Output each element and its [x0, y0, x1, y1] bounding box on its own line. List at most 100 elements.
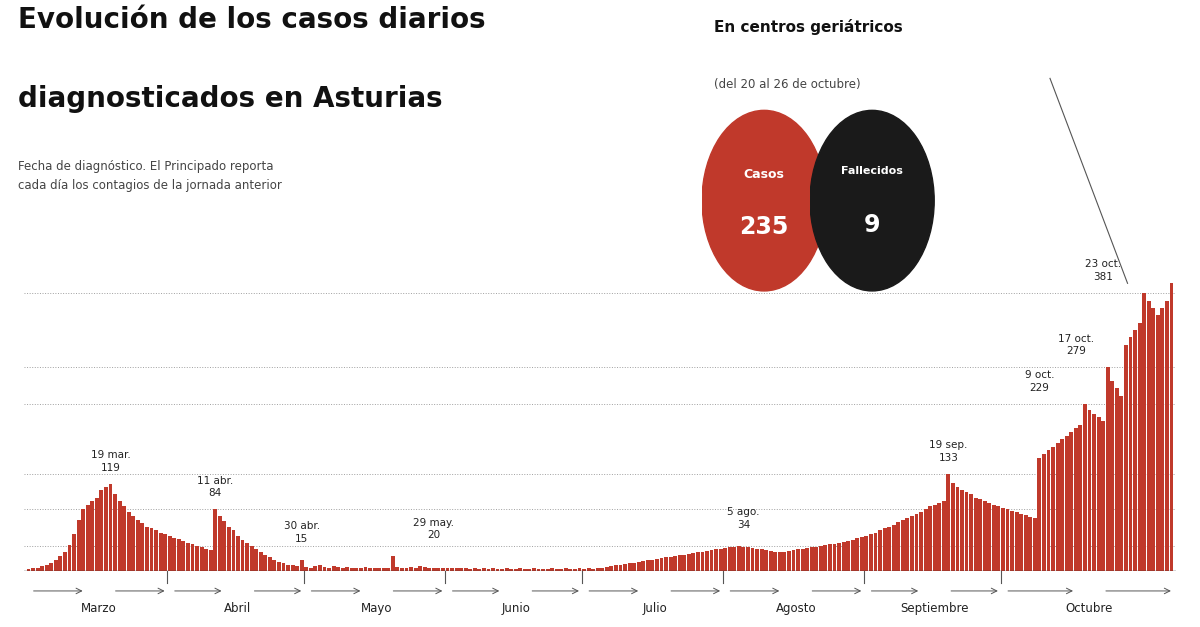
Bar — [1097, 418, 1100, 571]
Text: 5 ago.
34: 5 ago. 34 — [727, 507, 760, 530]
Bar — [496, 569, 499, 571]
Text: Evolución de los casos diarios: Evolución de los casos diarios — [18, 6, 486, 34]
Bar — [455, 569, 458, 571]
Bar — [44, 565, 49, 571]
Bar — [460, 567, 463, 571]
Bar — [419, 566, 422, 571]
Bar — [473, 569, 476, 571]
Circle shape — [702, 110, 827, 291]
Bar — [1124, 345, 1128, 571]
Bar — [536, 569, 540, 571]
Bar — [1061, 440, 1064, 571]
Bar — [818, 545, 823, 571]
Bar — [751, 548, 755, 571]
Bar — [709, 550, 714, 571]
Bar — [1102, 421, 1105, 571]
Bar — [714, 549, 718, 571]
Bar — [600, 567, 605, 571]
Bar — [1142, 293, 1146, 571]
Bar — [605, 567, 608, 571]
Bar — [127, 512, 131, 571]
Bar — [856, 539, 859, 571]
Bar — [910, 516, 914, 571]
Bar — [1147, 301, 1151, 571]
Bar — [90, 502, 95, 571]
Bar — [214, 509, 217, 571]
Bar — [528, 569, 532, 571]
Bar — [1115, 388, 1118, 571]
Bar — [782, 552, 786, 571]
Bar — [673, 556, 677, 571]
Bar — [250, 545, 253, 571]
Bar — [386, 569, 390, 571]
Bar — [1092, 414, 1096, 571]
Bar — [864, 535, 869, 571]
Bar — [1165, 301, 1169, 571]
Bar — [64, 552, 67, 571]
Bar — [354, 569, 359, 571]
Bar — [554, 569, 559, 571]
Bar — [368, 569, 372, 571]
Bar — [732, 547, 737, 571]
Bar — [486, 569, 491, 571]
Bar — [131, 516, 136, 571]
Bar — [145, 527, 149, 571]
Bar — [400, 567, 404, 571]
Bar — [204, 549, 208, 571]
Bar — [336, 567, 340, 571]
Bar — [541, 569, 545, 571]
Bar — [892, 525, 895, 571]
Text: En centros geriátricos: En centros geriátricos — [714, 19, 902, 35]
Bar — [686, 554, 691, 571]
Text: Abril: Abril — [224, 602, 252, 615]
Bar — [359, 567, 362, 571]
Bar — [787, 551, 791, 571]
Bar — [769, 551, 773, 571]
Bar — [445, 569, 449, 571]
Bar — [259, 552, 263, 571]
Bar — [660, 558, 664, 571]
Text: 9: 9 — [864, 213, 881, 237]
Bar — [77, 520, 80, 571]
Bar — [245, 543, 250, 571]
Bar — [463, 569, 468, 571]
Bar — [532, 569, 536, 571]
Bar — [491, 569, 494, 571]
Bar — [1042, 454, 1046, 571]
Bar — [209, 550, 212, 571]
Text: 19 mar.
119: 19 mar. 119 — [91, 450, 131, 473]
Bar — [960, 490, 964, 571]
Bar — [577, 569, 582, 571]
Bar — [295, 566, 299, 571]
Bar — [254, 549, 258, 571]
Bar — [1105, 367, 1110, 571]
Bar — [569, 569, 572, 571]
Text: 28 oct.: 28 oct. — [1098, 28, 1152, 42]
Bar — [614, 566, 618, 571]
Bar — [222, 521, 227, 571]
Text: (del 20 al 26 de octubre): (del 20 al 26 de octubre) — [714, 78, 860, 92]
Bar — [49, 563, 53, 571]
Bar — [67, 545, 72, 571]
Text: 11 abr.
84: 11 abr. 84 — [197, 476, 233, 498]
Bar — [646, 561, 649, 571]
Text: 394: 394 — [1093, 76, 1157, 105]
Bar — [1120, 396, 1123, 571]
Bar — [196, 545, 199, 571]
Bar — [468, 569, 472, 571]
Bar — [1010, 511, 1014, 571]
Text: 17 oct.
279: 17 oct. 279 — [1057, 334, 1094, 356]
Bar — [82, 508, 85, 571]
Bar — [263, 554, 268, 571]
Bar — [947, 473, 950, 571]
Text: 29 may.
20: 29 may. 20 — [413, 517, 455, 540]
Bar — [551, 569, 554, 571]
Bar — [181, 541, 185, 571]
Bar — [1038, 458, 1042, 571]
Bar — [268, 557, 272, 571]
Bar — [637, 562, 641, 571]
Bar — [409, 567, 413, 571]
Bar — [300, 560, 304, 571]
Bar — [218, 516, 222, 571]
Bar — [696, 552, 700, 571]
